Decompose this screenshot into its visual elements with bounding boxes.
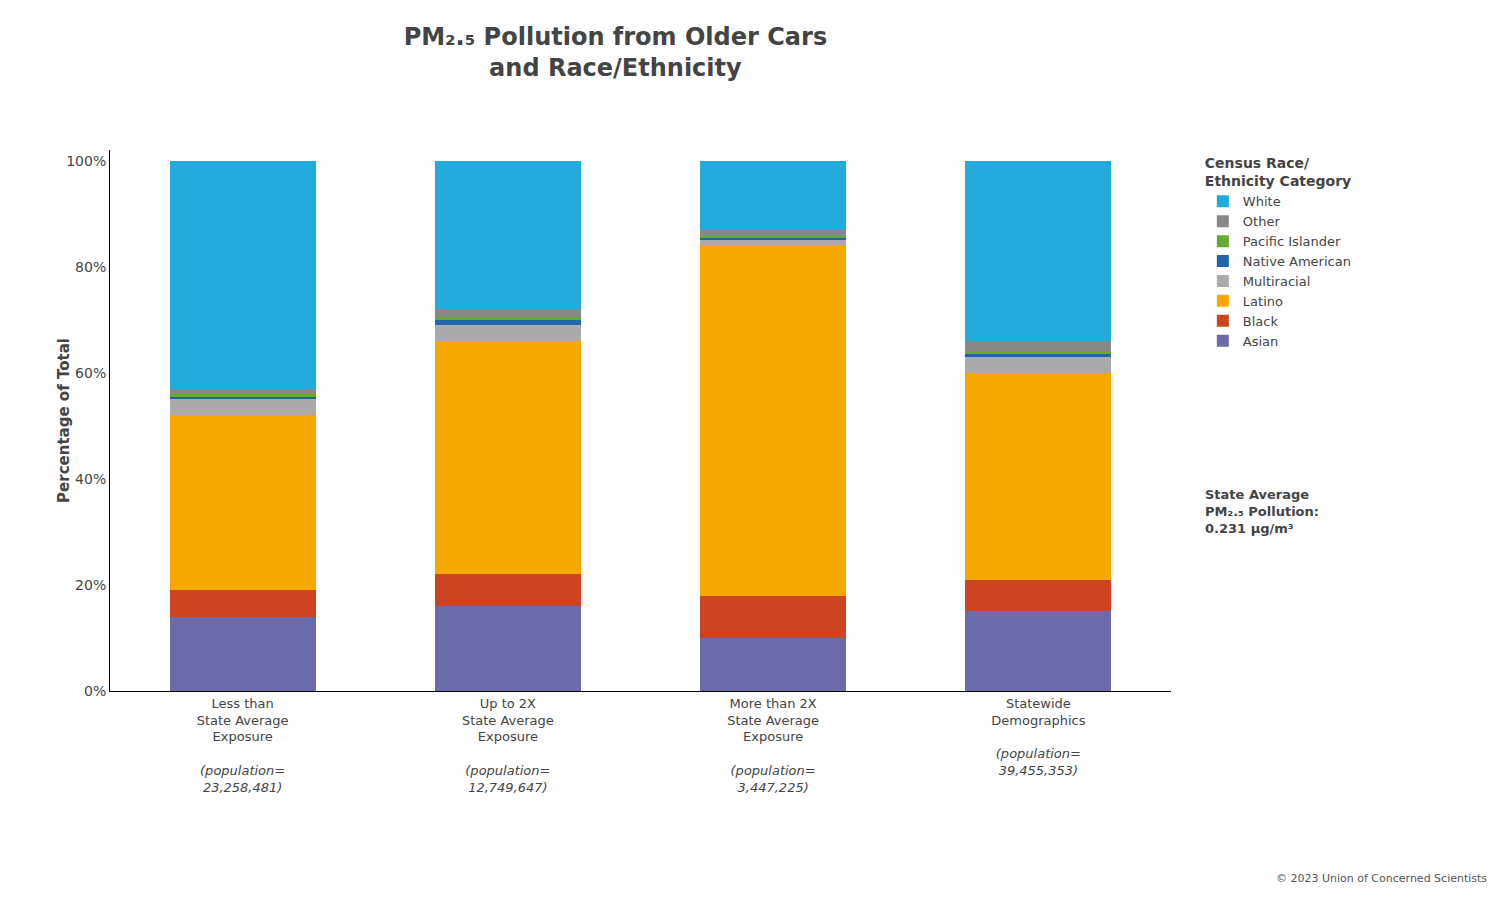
svg-text:80%: 80% xyxy=(75,259,106,275)
svg-text:Less thanState AverageExposure: Less thanState AverageExposure(populatio… xyxy=(197,696,289,796)
svg-text:More than 2XState AverageExpos: More than 2XState AverageExposure(popula… xyxy=(727,696,819,796)
svg-text:StatewideDemographics(populati: StatewideDemographics(population=39,455,… xyxy=(991,696,1085,779)
svg-text:Other: Other xyxy=(1243,214,1281,229)
svg-text:20%: 20% xyxy=(75,577,106,593)
svg-text:White: White xyxy=(1243,194,1281,209)
svg-text:Black: Black xyxy=(1243,314,1279,329)
svg-text:PM₂.₅ Pollution from Older Car: PM₂.₅ Pollution from Older Carsand Race/… xyxy=(404,23,828,82)
svg-text:Pacific Islander: Pacific Islander xyxy=(1243,234,1341,249)
svg-text:0%: 0% xyxy=(84,683,106,699)
svg-text:Latino: Latino xyxy=(1243,294,1283,309)
svg-text:Native American: Native American xyxy=(1243,254,1351,269)
svg-text:Census Race/Ethnicity Category: Census Race/Ethnicity Category xyxy=(1205,155,1351,189)
svg-text:40%: 40% xyxy=(75,471,106,487)
svg-text:60%: 60% xyxy=(75,365,106,381)
svg-text:Multiracial: Multiracial xyxy=(1243,274,1310,289)
svg-text:Up to 2XState AverageExposure(: Up to 2XState AverageExposure(population… xyxy=(462,696,554,796)
svg-text:Percentage of Total: Percentage of Total xyxy=(55,338,73,503)
svg-text:100%: 100% xyxy=(66,153,106,169)
svg-text:Asian: Asian xyxy=(1243,334,1278,349)
svg-text:© 2023 Union of Concerned Scie: © 2023 Union of Concerned Scientists xyxy=(1276,872,1487,885)
svg-text:State AveragePM₂.₅ Pollution:0: State AveragePM₂.₅ Pollution:0.231 μg/m³ xyxy=(1205,487,1319,536)
